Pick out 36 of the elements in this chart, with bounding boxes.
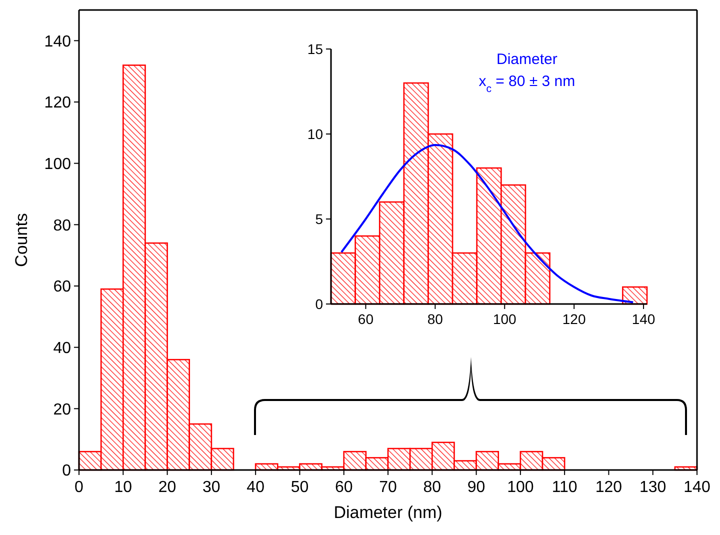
y-tick-label: 15 [307,40,324,57]
y-tick-label: 0 [315,296,324,312]
y-tick-label: 0 [62,462,72,480]
x-tick-label: 90 [467,479,486,496]
y-tick-label: 40 [53,340,72,357]
annotation: x$_{c}$ = 80 ± 3 nm [478,73,576,95]
x-tick-label: 140 [632,311,656,327]
x-tick-label: 10 [114,479,132,496]
x-tick-label: 0 [74,479,84,496]
y-tick-label: 5 [315,210,324,227]
x-tick-label: 60 [334,479,353,496]
y-tick-label: 10 [307,126,324,142]
x-tick-label: 100 [492,311,517,327]
x-tick-label: 140 [684,479,710,496]
x-tick-label: 120 [562,311,586,327]
y-tick-label: 80 [53,217,72,234]
annotation: Diameter [496,51,558,68]
y-tick-label: 140 [44,33,72,50]
y-axis-title: Counts [12,213,31,267]
x-tick-label: 80 [427,311,444,327]
x-tick-label: 50 [290,479,309,496]
x-tick-label: 40 [246,479,265,496]
x-tick-label: 80 [423,479,442,496]
x-axis-title: Diameter (nm) [334,503,442,522]
x-tick-label: 20 [158,479,176,496]
x-tick-label: 100 [507,479,534,496]
x-tick-label: 60 [358,311,374,327]
y-tick-label: 120 [44,94,72,112]
x-tick-label: 120 [595,479,622,496]
y-tick-label: 100 [44,156,72,173]
x-tick-label: 110 [552,479,578,496]
x-tick-label: 70 [379,479,397,496]
x-tick-label: 130 [640,479,666,496]
y-tick-label: 20 [53,401,72,418]
x-tick-label: 30 [202,479,220,496]
y-tick-label: 60 [53,278,72,296]
